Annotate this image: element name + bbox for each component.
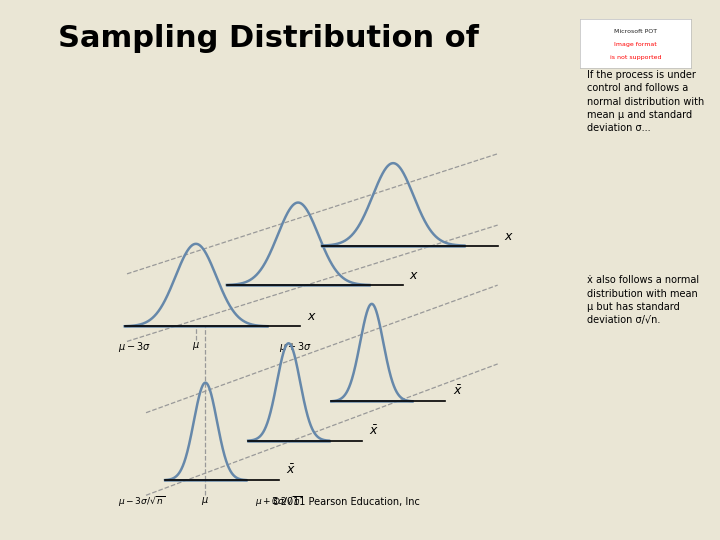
- Text: Sampling Distribution of: Sampling Distribution of: [58, 24, 479, 53]
- Text: $\mu - 3\sigma/\sqrt{n}$: $\mu - 3\sigma/\sqrt{n}$: [117, 495, 165, 509]
- Text: $\bar{x}$: $\bar{x}$: [287, 464, 296, 477]
- Text: $\bar{x}$: $\bar{x}$: [453, 385, 462, 399]
- Text: If the process is under
control and follows a
normal distribution with
mean μ an: If the process is under control and foll…: [587, 70, 704, 133]
- Text: ẋ also follows a normal
distribution with mean
μ but has standard
deviation σ/√n: ẋ also follows a normal distribution wit…: [587, 275, 699, 325]
- Text: x: x: [307, 310, 315, 323]
- Text: $\mu$: $\mu$: [202, 495, 210, 507]
- Text: Image format: Image format: [614, 42, 657, 46]
- Text: $\mu - 3\sigma$: $\mu - 3\sigma$: [117, 340, 150, 354]
- Text: is not supported: is not supported: [610, 55, 661, 60]
- Text: ©2011 Pearson Education, Inc: ©2011 Pearson Education, Inc: [271, 497, 420, 507]
- Text: $\mu + 3\sigma$: $\mu + 3\sigma$: [279, 340, 312, 354]
- Text: x: x: [505, 230, 512, 242]
- Text: $\mu + 3\sigma/\sqrt{n}$: $\mu + 3\sigma/\sqrt{n}$: [256, 495, 302, 509]
- Text: $\mu$: $\mu$: [192, 340, 200, 352]
- Text: x: x: [410, 269, 417, 282]
- Text: Microsoft POT: Microsoft POT: [614, 29, 657, 33]
- Text: $\bar{x}$: $\bar{x}$: [369, 424, 379, 438]
